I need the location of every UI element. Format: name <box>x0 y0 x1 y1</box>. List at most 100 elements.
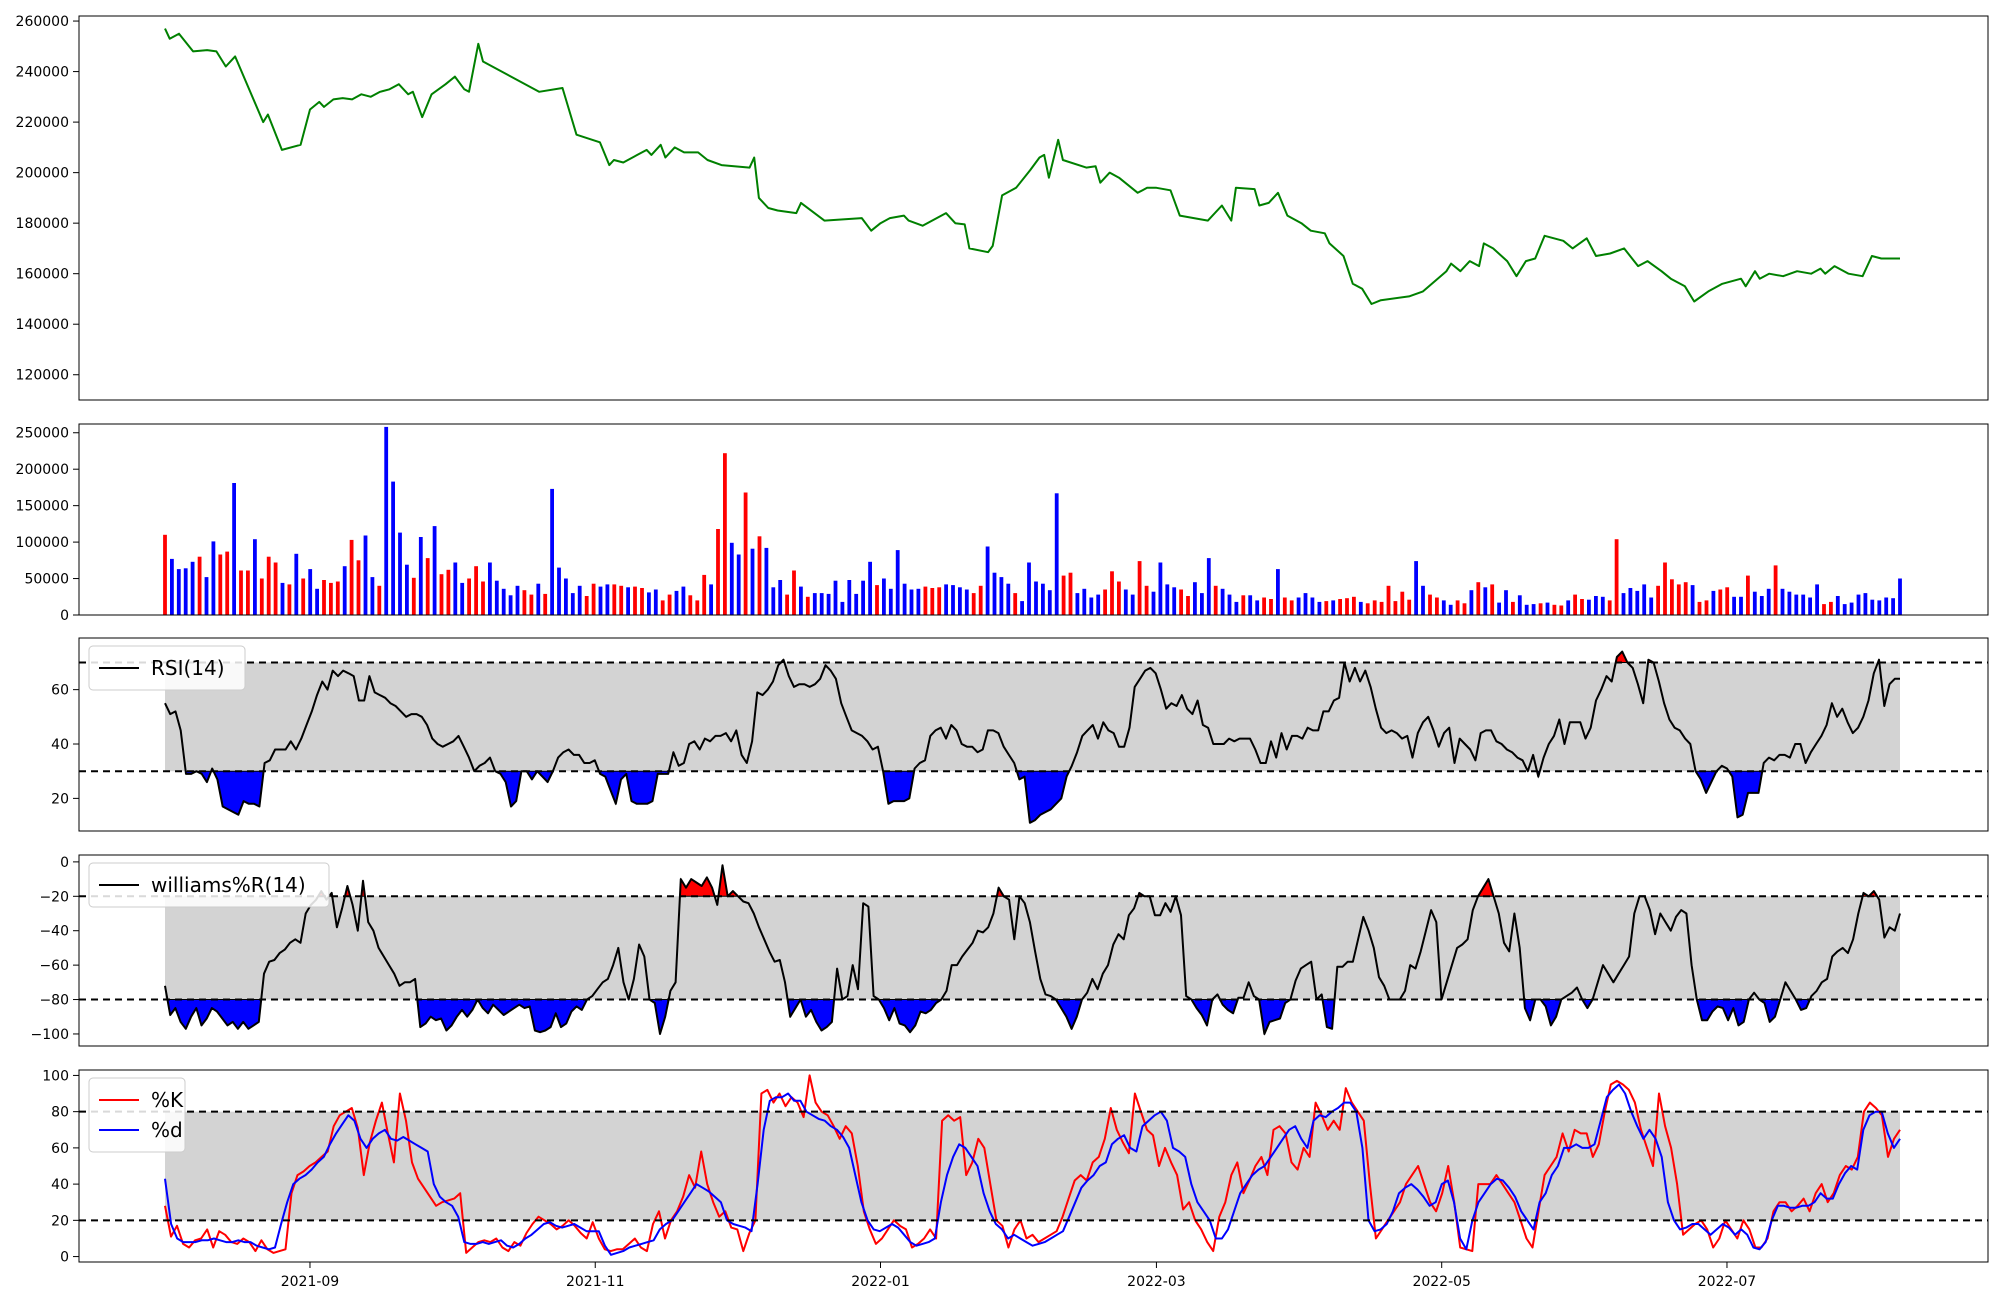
volume-bar <box>232 483 236 615</box>
price-line <box>164 28 1900 305</box>
volume-bar <box>1635 590 1640 615</box>
volume-bar <box>1580 599 1584 615</box>
volume-bar <box>633 586 637 615</box>
volume-bar <box>529 594 534 615</box>
volume-bar <box>1780 588 1785 615</box>
y-tick-label: 250000 <box>16 426 69 442</box>
volume-bar <box>439 574 444 615</box>
volume-bar <box>1089 597 1094 615</box>
volume-bar <box>1234 601 1239 615</box>
volume-bar <box>1690 585 1695 615</box>
volume-bar <box>1179 589 1183 615</box>
rsi-panel: 20 40 60 RSI(14) <box>51 637 1989 832</box>
volume-bar <box>1034 581 1038 615</box>
volume-bar <box>1794 594 1799 615</box>
legend-box <box>88 645 246 691</box>
volume-bar <box>1317 601 1322 615</box>
volume-bar <box>259 578 264 615</box>
volume-bar <box>370 577 375 615</box>
y-tick-label: 180000 <box>16 216 69 232</box>
volume-bar <box>557 567 561 615</box>
volume-bar <box>246 570 250 615</box>
volume-bar <box>1815 584 1819 615</box>
volume-bar <box>1227 594 1232 615</box>
volume-bar <box>1829 601 1833 615</box>
y-tick-label: 50000 <box>24 572 69 588</box>
volume-bar <box>1663 562 1667 615</box>
volume-bar <box>771 587 776 615</box>
y-tick-label: 20 <box>51 1213 69 1229</box>
volume-bar <box>1538 603 1543 615</box>
volume-bar <box>1725 587 1730 615</box>
volume-bar <box>681 586 686 615</box>
volume-bar <box>1282 597 1287 615</box>
y-tick-label: 200000 <box>16 166 69 182</box>
volume-bar <box>432 526 437 615</box>
volume-bar <box>1006 583 1011 615</box>
volume-bar <box>494 580 499 615</box>
volume-bar <box>342 566 347 615</box>
axes-frame <box>78 1069 1989 1263</box>
volume-bar <box>170 558 174 615</box>
volume-bar <box>1365 603 1370 615</box>
y-tick-label: 0 <box>60 855 69 871</box>
volume-bar <box>308 569 313 615</box>
y-tick-label: 40 <box>51 1177 69 1193</box>
x-tick-label: 2021-09 <box>281 1274 340 1290</box>
volume-bar <box>971 593 976 615</box>
volume-bar <box>992 572 997 615</box>
volume-bar <box>1137 561 1142 615</box>
volume-bar <box>570 593 575 615</box>
volume-bar <box>964 589 969 615</box>
volume-bar <box>1206 558 1211 615</box>
volume-bar <box>1524 604 1529 615</box>
volume-bar <box>778 580 783 615</box>
volume-bar <box>854 593 859 615</box>
neutral-band <box>165 1111 1900 1221</box>
volume-bar <box>1642 584 1647 615</box>
volume-bar <box>612 584 617 615</box>
volume-bar <box>1697 601 1702 615</box>
volume-bar <box>460 582 465 615</box>
volume-bar <box>1490 584 1495 615</box>
volume-bar <box>1808 597 1812 615</box>
y-tick-label: 150000 <box>16 499 69 515</box>
williams-panel: −100 −80 −60 −40 −20 0 williams%R(14) <box>31 854 1989 1047</box>
x-tick-label: 2021-11 <box>566 1274 625 1290</box>
williams-line <box>164 864 1901 1035</box>
neutral-band <box>165 662 1900 772</box>
volume-bar <box>1248 595 1253 615</box>
volume-bar <box>1310 597 1315 615</box>
volume-bar <box>875 585 879 615</box>
volume-bar <box>1130 594 1135 615</box>
volume-bar <box>253 539 257 615</box>
y-tick-label: 240000 <box>16 65 69 81</box>
legend-label: %K <box>151 1088 184 1112</box>
volume-bar <box>1379 601 1384 615</box>
volume-bar <box>1448 604 1453 615</box>
volume-bar <box>598 586 603 615</box>
volume-bar <box>508 595 513 615</box>
volume-bar <box>1262 597 1266 615</box>
volume-bar <box>1835 596 1840 615</box>
volume-bar <box>481 581 485 615</box>
volume-bar <box>826 593 831 615</box>
volume-bar <box>1787 591 1792 615</box>
volume-bar <box>812 593 817 615</box>
volume-bar <box>1082 588 1087 615</box>
volume-bar <box>1649 597 1654 615</box>
volume-bar <box>1068 572 1073 615</box>
volume-bar <box>1573 594 1577 615</box>
volume-bar <box>1497 602 1501 615</box>
volume-bar <box>543 593 548 615</box>
volume-bar <box>1476 582 1481 615</box>
volume-bar <box>329 582 333 615</box>
volume-bar <box>1469 590 1474 615</box>
volume-bar <box>1670 579 1674 615</box>
volume-bar <box>1096 594 1101 615</box>
volume-bar <box>978 585 983 615</box>
volume-bar <box>1358 601 1363 615</box>
volume-bar <box>1849 602 1854 615</box>
volume-bar <box>619 585 624 615</box>
